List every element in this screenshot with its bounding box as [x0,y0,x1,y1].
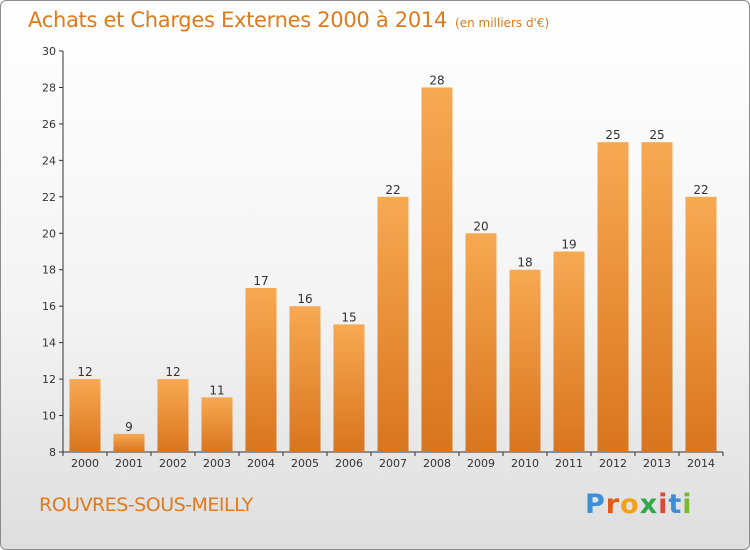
commune-name: ROUVRES-SOUS-MEILLY [39,494,253,516]
data-label-2008: 28 [429,73,444,87]
bar-2010 [509,269,541,452]
x-tick-label: 2005 [291,457,319,470]
data-label-2003: 11 [209,383,224,397]
data-label-2007: 22 [385,183,400,197]
x-tick-label: 2002 [159,457,187,470]
data-label-2002: 12 [165,365,180,379]
y-tick-label: 28 [42,81,56,94]
logo-letter: i [682,489,693,520]
logo-letter: o [620,489,640,520]
data-label-2014: 22 [693,183,708,197]
x-tick-label: 2001 [115,457,143,470]
y-tick-label: 16 [42,300,56,313]
y-tick-label: 14 [42,337,56,350]
data-label-2011: 19 [561,238,576,252]
y-tick-label: 24 [42,154,56,167]
chart-bars [69,87,717,453]
y-tick-label: 8 [49,446,56,459]
x-tick-label: 2000 [71,457,99,470]
y-tick-label: 18 [42,264,56,277]
x-tick-label: 2008 [423,457,451,470]
bar-2013 [641,142,673,453]
proxiti-logo: Proxiti [585,489,693,520]
y-tick-label: 20 [42,227,56,240]
data-label-2004: 17 [253,274,268,288]
data-label-2010: 18 [517,256,532,270]
bar-2009 [465,233,497,452]
bar-2014 [685,196,717,452]
x-tick-label: 2010 [511,457,539,470]
chart-unit: (en milliers d'€) [455,16,550,30]
bar-2012 [597,142,629,453]
x-tick-label: 2006 [335,457,363,470]
bar-2000 [69,379,101,452]
y-tick-label: 10 [42,410,56,423]
bar-2001 [113,433,145,452]
x-tick-label: 2014 [687,457,715,470]
data-label-2000: 12 [77,365,92,379]
x-tick-label: 2013 [643,457,671,470]
bar-2002 [157,379,189,452]
y-tick-label: 22 [42,191,56,204]
logo-letter: P [585,489,606,520]
data-label-2001: 9 [125,420,133,434]
logo-letter: t [668,489,683,520]
data-label-2006: 15 [341,310,356,324]
x-tick-label: 2003 [203,457,231,470]
chart-data-labels: 12 9 12 11 17 16 15 22 28 20 18 19 25 25 22 [77,73,708,433]
y-tick-label: 26 [42,118,56,131]
bar-2004 [245,287,277,452]
bar-2003 [201,397,233,452]
chart-axes: 8 10 12 14 16 18 20 22 24 26 28 30 2000 2001 2002 2003 2… [42,45,724,470]
x-tick-label: 2004 [247,457,275,470]
x-tick-label: 2012 [599,457,627,470]
bar-2008 [421,87,453,453]
x-tick-label: 2011 [555,457,583,470]
data-label-2005: 16 [297,292,312,306]
bar-2007 [377,196,409,452]
logo-letter: x [639,489,659,520]
x-tick-label: 2009 [467,457,495,470]
chart-title: Achats et Charges Externes 2000 à 2014 (e… [28,8,549,32]
bar-2005 [289,306,321,452]
y-tick-label: 12 [42,373,56,386]
logo-letter: r [605,489,621,520]
data-label-2012: 25 [605,128,620,142]
bar-2011 [553,251,585,452]
bar-2006 [333,324,365,452]
logo-letter: i [658,489,669,520]
x-tick-label: 2007 [379,457,407,470]
data-label-2013: 25 [649,128,664,142]
y-tick-label: 30 [42,45,56,58]
chart-title-text: Achats et Charges Externes 2000 à 2014 [28,8,448,32]
data-label-2009: 20 [473,219,488,233]
